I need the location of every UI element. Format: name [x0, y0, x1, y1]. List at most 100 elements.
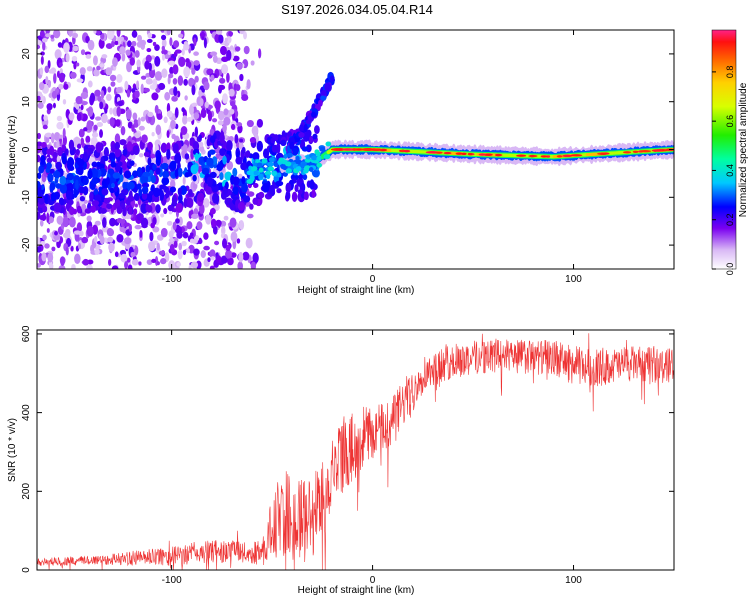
heatmap-cell — [134, 90, 140, 99]
heatmap-cell — [178, 216, 183, 226]
heatmap-cell — [183, 66, 191, 78]
heatmap-cell — [131, 30, 138, 38]
heatmap-cell — [99, 235, 105, 245]
heatmap-cell — [184, 153, 190, 160]
heatmap-cell — [147, 193, 153, 203]
heatmap-cell — [70, 245, 74, 252]
heatmap-cell — [117, 161, 123, 167]
heatmap-cell — [226, 72, 230, 83]
heatmap-cell — [107, 86, 112, 93]
heatmap-cell — [268, 157, 275, 163]
heatmap-cell — [94, 235, 98, 243]
heatmap-cell — [120, 202, 126, 209]
heatmap-cell — [148, 241, 156, 252]
heatmap-cell — [154, 71, 163, 81]
heatmap-cell — [47, 252, 54, 263]
heatmap-cell — [311, 111, 317, 118]
heatmap-cell — [41, 37, 48, 43]
heatmap-cell — [53, 30, 61, 39]
heatmap-cell — [193, 37, 197, 47]
heatmap-cell — [37, 236, 41, 247]
heatmap-cell — [325, 141, 332, 147]
heatmap-cell — [225, 249, 233, 259]
heatmap-cell — [232, 55, 240, 62]
heatmap-cell — [639, 150, 652, 153]
heatmap-cell — [158, 250, 165, 256]
heatmap-cell — [58, 134, 63, 139]
heatmap-cell — [181, 48, 185, 56]
heatmap-cell — [66, 172, 74, 181]
heatmap-cell — [435, 151, 443, 154]
chart-title: S197.2026.034.05.04.R14 — [281, 2, 433, 17]
heatmap-cell — [109, 117, 115, 127]
heatmap-cell — [212, 192, 220, 204]
heatmap-cell — [115, 86, 123, 94]
heatmap-cell — [37, 263, 41, 268]
heatmap-cell — [297, 189, 303, 195]
heatmap-cell — [89, 92, 96, 104]
heatmap-cell — [191, 213, 199, 220]
heatmap-cell — [194, 126, 199, 138]
heatmap-cell — [46, 228, 50, 233]
heatmap-cell — [237, 124, 243, 134]
heatmap-cell — [99, 129, 103, 138]
heatmap-cell — [37, 172, 42, 180]
heatmap-cell — [121, 160, 128, 171]
heatmap-cell — [224, 37, 228, 43]
heatmap-cell — [86, 225, 94, 237]
heatmap-cell — [53, 202, 62, 213]
heatmap-cell — [570, 154, 583, 157]
heatmap-cell — [87, 169, 93, 180]
heatmap-cell — [294, 184, 299, 193]
heatmap-cell — [140, 116, 146, 122]
heatmap-cell — [114, 251, 119, 258]
heatmap-cell — [169, 37, 173, 47]
heatmap-cell — [51, 90, 58, 99]
colorbar-tick-label: 0.8 — [725, 66, 735, 79]
heatmap-cell — [80, 91, 89, 100]
heatmap-cell — [129, 160, 135, 166]
heatmap-cell — [207, 257, 211, 262]
heatmap-cell — [74, 253, 81, 264]
heatmap-cell — [95, 141, 103, 153]
heatmap-cell — [156, 261, 160, 266]
heatmap-cell — [114, 133, 121, 144]
heatmap-cell — [147, 32, 153, 39]
heatmap-layer — [37, 30, 674, 269]
heatmap-cell — [210, 51, 218, 56]
heatmap-cell — [271, 171, 278, 177]
heatmap-cell — [145, 78, 153, 85]
heatmap-cell — [214, 100, 221, 110]
heatmap-cell — [152, 163, 157, 171]
heatmap-cell — [229, 217, 237, 228]
heatmap-cell — [226, 36, 232, 44]
heatmap-cell — [39, 30, 45, 38]
heatmap-cell — [141, 134, 148, 143]
heatmap-cell — [101, 54, 108, 59]
heatmap-cell — [155, 156, 161, 167]
heatmap-cell — [72, 32, 79, 39]
heatmap-cell — [198, 134, 202, 141]
heatmap-cell — [111, 40, 115, 48]
heatmap-cell — [47, 172, 54, 183]
heatmap-cell — [91, 177, 98, 185]
heatmap-cell — [189, 139, 194, 146]
heatmap-cell — [56, 215, 64, 225]
heatmap-cell — [651, 149, 663, 152]
heatmap-cell — [116, 234, 124, 243]
heatmap-cell — [123, 222, 131, 227]
heatmap-cell — [141, 192, 148, 200]
heatmap-cell — [37, 180, 41, 188]
heatmap-cell — [94, 248, 100, 255]
heatmap-cell — [76, 143, 82, 149]
heatmap-cell — [226, 49, 232, 61]
heatmap-cell — [232, 167, 238, 177]
heatmap-cell — [120, 36, 125, 41]
heatmap-cell — [85, 135, 91, 144]
heatmap-cell — [291, 147, 299, 156]
heatmap-cell — [42, 205, 48, 213]
heatmap-cell — [125, 108, 132, 120]
heatmap-cell — [226, 160, 234, 171]
heatmap-cell — [177, 33, 184, 39]
